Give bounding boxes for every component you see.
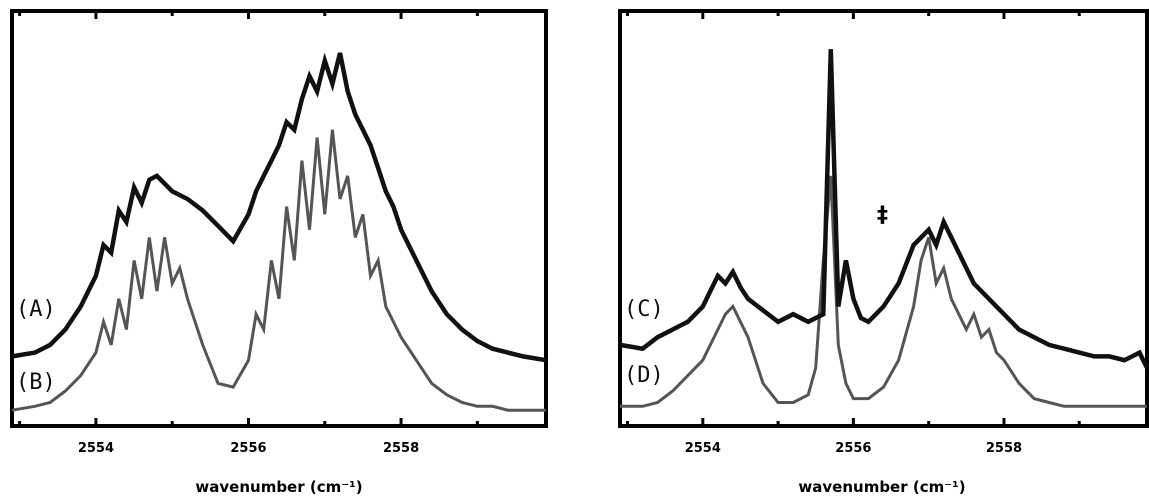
left-x-ticks: 2554 2556 2558 bbox=[18, 11, 479, 456]
left-series-label-a: (A) bbox=[16, 297, 56, 322]
series-line-c bbox=[619, 49, 1149, 369]
right-series-label-c: (C) bbox=[624, 297, 664, 322]
series-line-a bbox=[11, 52, 547, 363]
x-tick-label: 2554 bbox=[78, 441, 114, 456]
left-panel: 2554 2556 2558 (A) (B) wavenumber (cm⁻¹) bbox=[10, 9, 548, 496]
double-dagger-annotation: ‡ bbox=[877, 203, 888, 228]
right-x-axis-label: wavenumber (cm⁻¹) bbox=[798, 478, 965, 496]
left-series-label-b: (B) bbox=[16, 370, 56, 395]
x-tick-label: 2556 bbox=[230, 441, 266, 456]
left-plot-frame bbox=[10, 9, 548, 428]
x-tick-label: 2554 bbox=[685, 441, 721, 456]
right-plot-frame bbox=[618, 9, 1149, 428]
series-line-b bbox=[11, 129, 546, 412]
left-x-axis-label: wavenumber (cm⁻¹) bbox=[195, 478, 362, 496]
right-traces bbox=[619, 49, 1149, 408]
x-tick-label: 2556 bbox=[835, 441, 871, 456]
x-tick-label: 2558 bbox=[383, 441, 419, 456]
right-x-ticks: 2554 2556 2558 bbox=[626, 11, 1081, 456]
series-line-d bbox=[620, 175, 1147, 408]
right-panel: 2554 2556 2558 (C) (D) ‡ wavenumber (cm⁻¹) bbox=[618, 9, 1149, 496]
left-traces bbox=[11, 52, 547, 412]
x-tick-label: 2558 bbox=[986, 441, 1022, 456]
right-series-label-d: (D) bbox=[624, 363, 664, 388]
